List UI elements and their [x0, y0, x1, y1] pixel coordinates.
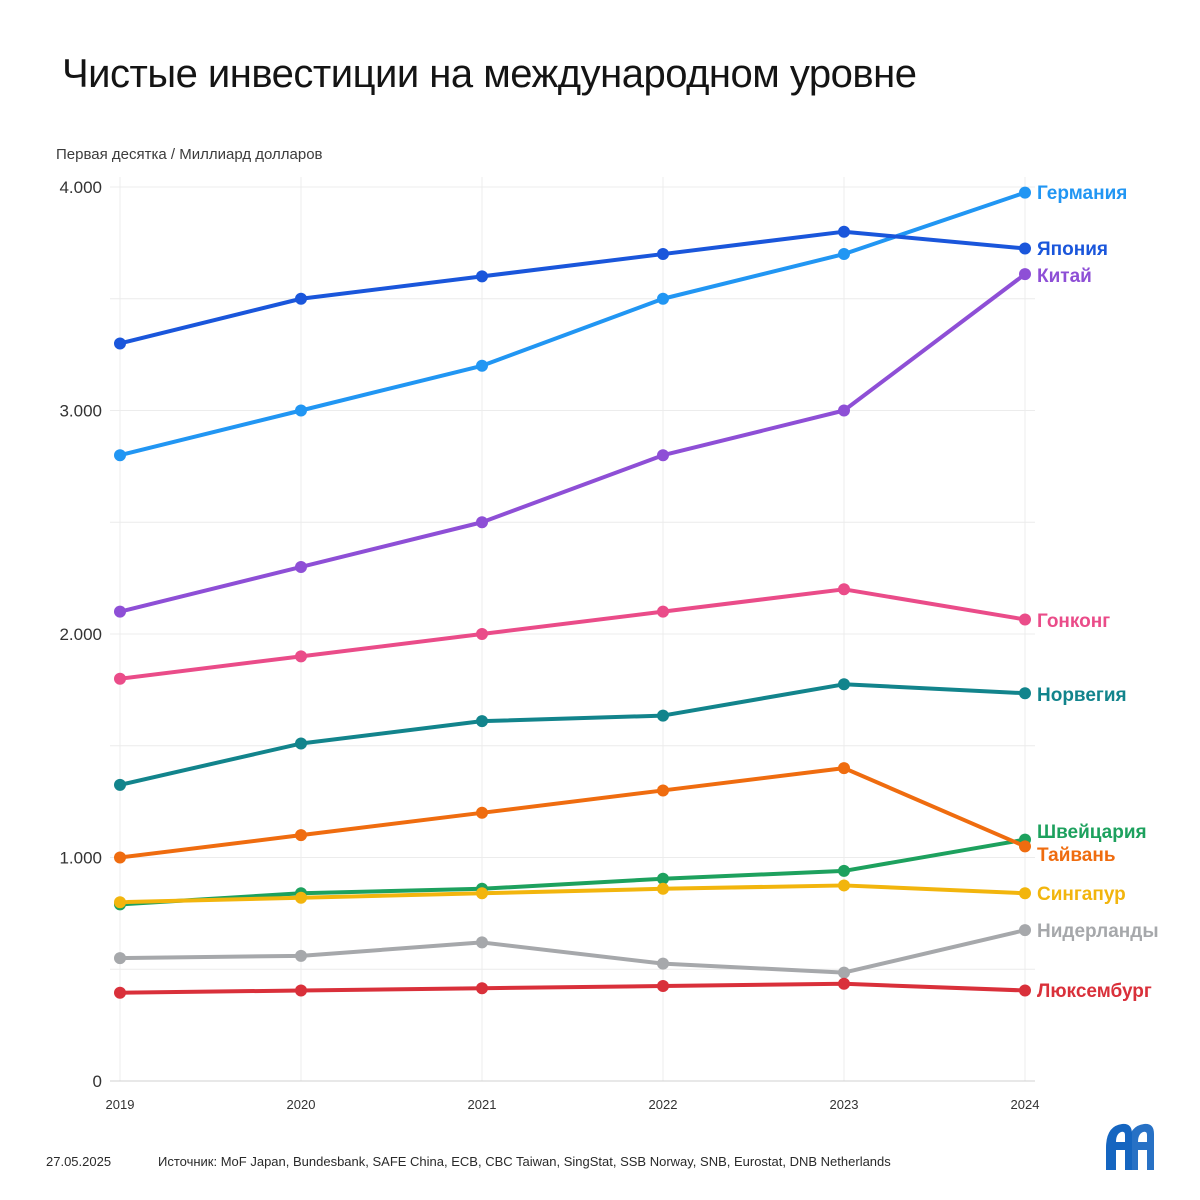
footer-date: 27.05.2025: [46, 1154, 112, 1169]
data-point: [476, 715, 488, 728]
series-label: Япония: [1037, 239, 1108, 260]
data-point: [476, 359, 488, 372]
axis-layer: 0 1.000 2.000 3.000 4.000 2019 2020 2021 2022 202…: [59, 178, 1039, 1112]
data-point: [838, 248, 850, 261]
series-label: Люксембург: [1037, 981, 1152, 1002]
data-point: [295, 560, 307, 573]
series-label: Тайвань: [1037, 845, 1116, 866]
data-point: [1019, 613, 1031, 626]
series-label: Сингапур: [1037, 884, 1126, 905]
data-point: [657, 882, 669, 895]
series-layer: [114, 186, 1031, 999]
data-point: [1019, 887, 1031, 900]
series-line: [118, 190, 1027, 458]
x-tick-label: 2024: [1011, 1097, 1040, 1112]
aa-logo-right-arch: [1128, 1123, 1154, 1170]
series-line: [118, 928, 1027, 975]
data-point: [476, 806, 488, 819]
series-line: [118, 766, 1027, 860]
series-line: [118, 883, 1027, 905]
data-point: [295, 949, 307, 962]
data-point: [476, 982, 488, 995]
data-point: [1019, 242, 1031, 255]
data-point: [114, 449, 126, 462]
footer-source: Источник: MoF Japan, Bundesbank, SAFE Ch…: [158, 1154, 891, 1169]
data-point: [838, 404, 850, 417]
data-point: [295, 984, 307, 997]
data-point: [295, 404, 307, 417]
series-label: Нидерланды: [1037, 921, 1159, 942]
data-point: [838, 678, 850, 691]
data-point: [657, 449, 669, 462]
data-point: [476, 887, 488, 900]
data-point: [838, 966, 850, 979]
series-label: Китай: [1037, 266, 1092, 287]
data-point: [114, 851, 126, 864]
data-point: [1019, 268, 1031, 281]
series-line: [118, 837, 1027, 907]
data-point: [657, 980, 669, 993]
x-tick-label: 2019: [106, 1097, 135, 1112]
data-point: [838, 583, 850, 596]
data-point: [838, 225, 850, 238]
y-tick-label: 1.000: [59, 849, 102, 868]
y-tick-label: 0: [93, 1072, 102, 1091]
data-point: [657, 248, 669, 261]
y-tick-label: 2.000: [59, 625, 102, 644]
data-point: [114, 605, 126, 618]
series-label: Норвегия: [1037, 685, 1127, 706]
data-point: [1019, 924, 1031, 937]
data-point: [114, 672, 126, 685]
chart-title: Чистые инвестиции на международном уровн…: [62, 52, 917, 96]
x-tick-label: 2023: [830, 1097, 859, 1112]
y-tick-label: 3.000: [59, 402, 102, 421]
data-point: [295, 829, 307, 842]
data-point: [657, 292, 669, 305]
x-tick-label: 2021: [468, 1097, 497, 1112]
series-label: Швейцария: [1037, 822, 1147, 843]
series-line: [118, 981, 1027, 995]
data-point: [476, 936, 488, 949]
data-point: [476, 516, 488, 529]
data-point: [1019, 687, 1031, 700]
series-line: [118, 682, 1027, 787]
series-line: [118, 272, 1027, 614]
data-point: [114, 952, 126, 965]
x-tick-label: 2022: [649, 1097, 678, 1112]
data-point: [838, 762, 850, 775]
chart-subtitle: Первая десятка / Миллиард долларов: [56, 146, 323, 163]
data-point: [1019, 984, 1031, 997]
data-point: [657, 872, 669, 885]
y-tick-label: 4.000: [59, 178, 102, 197]
aa-logo-left-arch: [1106, 1123, 1132, 1170]
data-point: [114, 896, 126, 909]
data-point: [838, 864, 850, 877]
series-label: Гонконг: [1037, 611, 1110, 632]
data-point: [657, 784, 669, 797]
grid-layer: [110, 177, 1035, 1081]
series-label: Германия: [1037, 183, 1127, 204]
series-line: [118, 587, 1027, 681]
data-point: [838, 879, 850, 892]
data-point: [1019, 186, 1031, 199]
series-line: [118, 229, 1027, 346]
data-point: [295, 737, 307, 750]
data-point: [476, 628, 488, 640]
data-point: [657, 709, 669, 722]
data-point: [1019, 840, 1031, 853]
aa-logo-icon: [1106, 1123, 1154, 1170]
data-point: [476, 270, 488, 283]
data-point: [114, 778, 126, 791]
x-tick-label: 2020: [287, 1097, 316, 1112]
data-point: [295, 292, 307, 305]
data-point: [657, 605, 669, 618]
data-point: [114, 986, 126, 999]
label-layer: Германия Япония Китай Гонконг Норвегия Швейца…: [1037, 183, 1159, 1002]
data-point: [295, 650, 307, 663]
data-point: [657, 957, 669, 970]
data-point: [114, 337, 126, 350]
data-point: [838, 977, 850, 990]
data-point: [295, 891, 307, 904]
